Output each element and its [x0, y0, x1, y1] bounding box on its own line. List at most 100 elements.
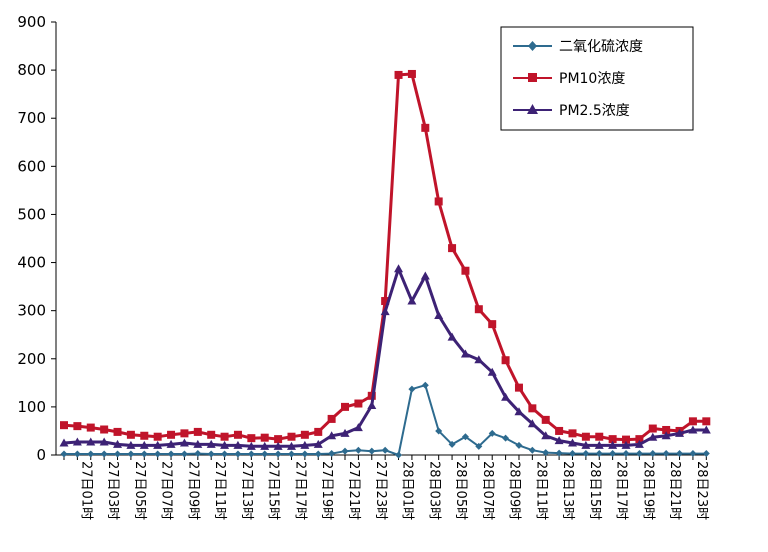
y-tick-label: 900	[17, 13, 46, 31]
x-tick-label: 28日03时	[426, 461, 441, 520]
data-point-so2	[609, 450, 617, 458]
data-point-pm25	[59, 438, 69, 447]
data-point-pm25	[126, 440, 136, 449]
data-point-pm10	[407, 69, 416, 78]
x-tick-label: 27日17时	[292, 461, 307, 520]
data-point-pm10	[314, 427, 323, 436]
data-point-so2	[689, 450, 697, 458]
y-tick-label: 200	[17, 350, 46, 368]
data-point-so2	[328, 450, 336, 458]
data-point-so2	[127, 450, 135, 458]
data-point-pm25	[675, 428, 685, 437]
data-point-pm10	[153, 432, 162, 441]
data-point-pm25	[220, 440, 230, 449]
data-point-pm25	[527, 419, 537, 428]
data-point-so2	[301, 450, 309, 458]
data-point-pm25	[407, 296, 417, 305]
x-tick-label: 28日01时	[400, 461, 415, 520]
y-tick-label: 0	[36, 446, 46, 464]
data-point-pm25	[206, 439, 216, 448]
data-point-so2	[475, 442, 483, 450]
data-point-pm10	[461, 266, 470, 275]
data-point-pm25	[313, 439, 323, 448]
data-point-pm10	[180, 429, 189, 438]
data-point-pm25	[166, 439, 176, 448]
data-point-pm10	[60, 421, 68, 430]
data-point-pm10	[688, 417, 697, 426]
data-point-so2	[341, 447, 349, 455]
data-point-pm10	[247, 434, 256, 443]
data-point-so2	[448, 440, 456, 448]
data-point-so2	[408, 385, 416, 393]
data-point-pm25	[554, 436, 564, 445]
data-point-pm25	[300, 440, 310, 449]
data-point-pm10	[541, 415, 550, 424]
data-point-so2	[314, 450, 322, 458]
legend-item-pm10: PM10浓度	[513, 71, 625, 87]
data-point-so2	[702, 450, 710, 458]
data-point-pm10	[220, 432, 229, 441]
data-point-pm10	[635, 435, 644, 444]
data-point-pm25	[460, 349, 470, 358]
data-point-pm25	[340, 428, 350, 437]
data-point-pm25	[367, 400, 377, 409]
x-tick-label: 28日15时	[587, 461, 602, 520]
data-point-so2	[582, 450, 590, 458]
data-point-so2	[274, 450, 282, 458]
data-point-pm10	[100, 425, 109, 434]
data-point-so2	[502, 434, 510, 442]
data-point-so2	[234, 450, 242, 458]
x-tick-label: 27日19时	[319, 461, 334, 520]
x-tick-label: 28日21时	[667, 461, 682, 520]
data-point-pm25	[179, 438, 189, 447]
data-point-pm10	[662, 425, 671, 434]
data-point-pm25	[394, 264, 404, 273]
x-tick-label: 28日19时	[640, 461, 655, 520]
data-point-pm25	[420, 271, 430, 280]
data-point-so2	[247, 450, 255, 458]
data-point-so2	[154, 450, 162, 458]
legend-label-pm10: PM10浓度	[559, 71, 625, 87]
data-point-pm10	[327, 414, 336, 423]
legend-label-pm25: PM2.5浓度	[559, 103, 630, 119]
data-point-so2	[421, 381, 429, 389]
data-point-pm10	[207, 430, 216, 439]
data-point-so2	[435, 427, 443, 435]
data-point-pm10	[193, 427, 202, 436]
data-point-so2	[381, 446, 389, 454]
data-point-pm10	[126, 430, 135, 439]
data-point-pm10	[354, 399, 363, 408]
legend-label-so2: 二氧化硫浓度	[559, 39, 643, 55]
y-tick-label: 300	[17, 302, 46, 320]
data-point-pm25	[487, 367, 497, 376]
data-point-pm25	[286, 441, 296, 450]
x-tick-label: 28日11时	[533, 461, 548, 520]
data-point-pm25	[648, 432, 658, 441]
data-point-pm25	[153, 440, 163, 449]
data-point-so2	[368, 447, 376, 455]
data-point-so2	[261, 450, 269, 458]
y-tick-label: 400	[17, 254, 46, 272]
y-tick-label: 600	[17, 157, 46, 175]
data-point-so2	[395, 451, 403, 459]
data-point-so2	[207, 450, 215, 458]
x-tick-label: 27日03时	[105, 461, 120, 520]
data-point-so2	[140, 450, 148, 458]
data-point-so2	[354, 446, 362, 454]
data-point-so2	[60, 450, 68, 458]
data-point-pm10	[622, 435, 631, 444]
x-tick-label: 28日07时	[480, 461, 495, 520]
data-point-pm10	[581, 432, 590, 441]
data-point-so2	[542, 449, 550, 457]
x-tick-label: 27日07时	[159, 461, 174, 520]
x-tick-label: 27日11时	[212, 461, 227, 520]
y-tick-label: 500	[17, 205, 46, 223]
data-point-pm10	[702, 417, 711, 426]
data-point-pm25	[327, 431, 337, 440]
data-point-pm25	[474, 355, 484, 364]
data-point-so2	[287, 450, 295, 458]
data-point-pm10	[140, 431, 149, 440]
data-point-so2	[461, 433, 469, 441]
y-tick-label: 700	[17, 109, 46, 127]
